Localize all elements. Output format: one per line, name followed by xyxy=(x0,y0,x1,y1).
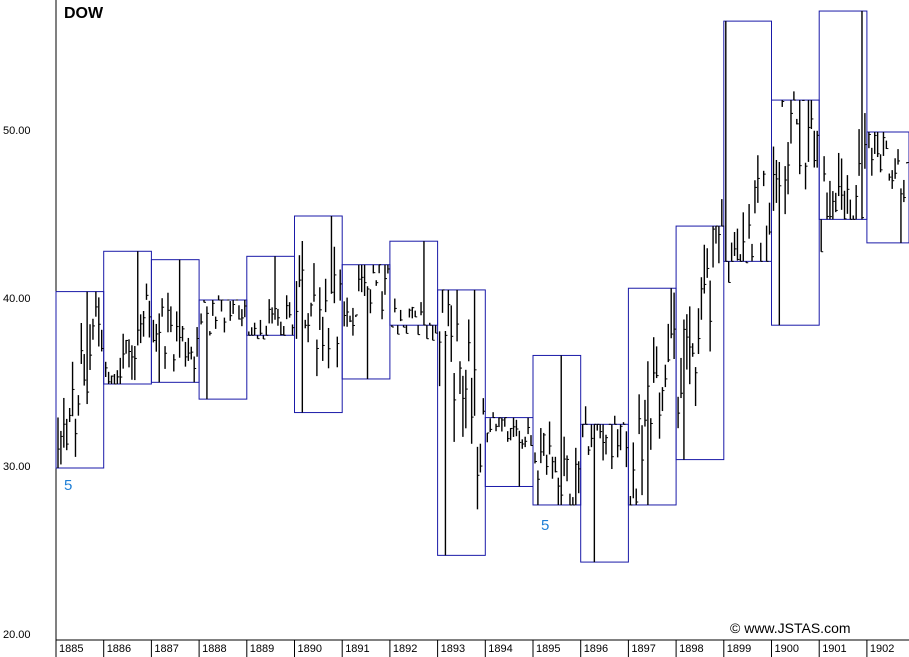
x-tick-label: 1895 xyxy=(536,643,560,655)
wave-annotations: 55 xyxy=(64,477,549,534)
price-bars xyxy=(57,11,909,563)
year-range-box-1901 xyxy=(818,10,868,220)
x-tick-label: 1893 xyxy=(441,643,465,655)
x-tick-label: 1889 xyxy=(250,643,274,655)
x-tick-label: 1890 xyxy=(298,643,322,655)
x-tick-label: 1894 xyxy=(488,643,512,655)
y-tick-label: 30.00 xyxy=(3,461,31,473)
year-range-box-1897 xyxy=(627,287,677,506)
y-tick-label: 50.00 xyxy=(3,125,31,137)
x-tick-label: 1902 xyxy=(870,643,894,655)
year-range-box-1894 xyxy=(484,417,534,487)
copyright-label: © www.JSTAS.com xyxy=(730,620,851,636)
y-tick-label: 40.00 xyxy=(3,293,31,305)
year-range-box-1898 xyxy=(675,225,725,461)
x-tick-label: 1887 xyxy=(154,643,178,655)
wave-label: 5 xyxy=(541,517,549,534)
x-tick-label: 1901 xyxy=(822,643,846,655)
chart-title: DOW xyxy=(64,5,104,22)
x-axis: 1885 1886 1887 1888 1889 1890 1891 1892 1893 1894… xyxy=(55,639,909,657)
x-tick-label: 1885 xyxy=(59,643,83,655)
x-tick-label: 1888 xyxy=(202,643,226,655)
x-tick-label: 1898 xyxy=(679,643,703,655)
x-tick-label: 1896 xyxy=(584,643,608,655)
year-range-box-1899 xyxy=(723,20,772,262)
x-tick-label: 1891 xyxy=(345,643,369,655)
x-tick-label: 1899 xyxy=(727,643,751,655)
year-range-box-1902 xyxy=(866,131,909,244)
x-tick-label: 1900 xyxy=(775,643,799,655)
x-tick-label: 1897 xyxy=(631,643,655,655)
yearly-range-boxes xyxy=(55,10,909,563)
x-tick-label: 1892 xyxy=(393,643,417,655)
year-range-box-1892 xyxy=(389,240,439,326)
x-tick-label: 1886 xyxy=(107,643,131,655)
wave-label: 5 xyxy=(64,477,72,494)
y-axis: 20.00 30.00 40.00 50.00 xyxy=(3,0,57,641)
y-tick-label: 20.00 xyxy=(3,629,31,641)
